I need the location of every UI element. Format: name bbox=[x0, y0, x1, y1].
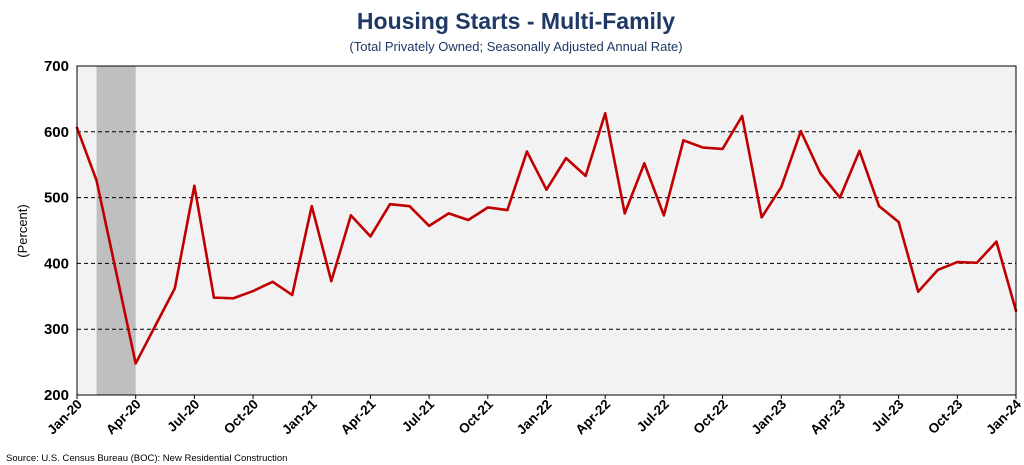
x-tick-label: Jul-23 bbox=[869, 396, 908, 435]
x-tick-label: Apr-20 bbox=[103, 397, 144, 438]
data-point bbox=[916, 290, 920, 293]
y-tick-label: 400 bbox=[44, 255, 69, 272]
recession-layer bbox=[96, 66, 136, 395]
data-point bbox=[858, 149, 861, 153]
recession-shading bbox=[96, 66, 136, 395]
y-tick-label: 600 bbox=[44, 124, 69, 141]
data-point bbox=[330, 279, 333, 283]
data-point bbox=[721, 147, 724, 151]
x-tick-label: Apr-21 bbox=[338, 396, 379, 437]
y-tick-label: 500 bbox=[44, 190, 69, 207]
x-tick-label: Oct-23 bbox=[925, 396, 966, 437]
y-axis-label: (Percent) bbox=[15, 204, 30, 257]
data-point bbox=[760, 216, 763, 219]
data-point bbox=[290, 293, 294, 297]
data-point bbox=[877, 204, 881, 208]
data-point bbox=[95, 179, 98, 182]
data-point bbox=[173, 287, 177, 290]
y-axis: 200 300 400 500 600 700 bbox=[44, 58, 69, 404]
data-point bbox=[623, 212, 626, 215]
chart-subtitle: (Total Privately Owned; Seasonally Adjus… bbox=[349, 39, 682, 54]
data-point bbox=[975, 261, 979, 264]
data-point bbox=[799, 129, 803, 133]
data-point bbox=[388, 202, 392, 206]
source-note: Source: U.S. Census Bureau (BOC): New Re… bbox=[6, 453, 287, 464]
plot-border bbox=[76, 65, 1017, 396]
data-point bbox=[564, 156, 568, 160]
data-point bbox=[486, 206, 490, 209]
x-tick-label: Apr-23 bbox=[807, 396, 848, 437]
data-point bbox=[956, 260, 959, 264]
x-tick-label: Jan-23 bbox=[749, 396, 790, 437]
data-point bbox=[467, 218, 470, 222]
data-point bbox=[838, 196, 842, 199]
data-point bbox=[134, 362, 137, 365]
data-point bbox=[662, 214, 666, 217]
data-point bbox=[349, 214, 353, 217]
y-tick-label: 300 bbox=[44, 321, 69, 338]
data-point bbox=[936, 268, 939, 272]
data-point bbox=[369, 235, 372, 238]
data-point bbox=[701, 146, 705, 149]
data-point bbox=[995, 240, 998, 243]
x-tick-label: Jan-21 bbox=[279, 396, 320, 437]
data-point bbox=[427, 224, 431, 228]
x-tick-label: Jan-22 bbox=[514, 397, 555, 438]
data-point bbox=[212, 296, 216, 299]
data-point bbox=[271, 280, 274, 284]
y-tick-label: 200 bbox=[44, 387, 69, 404]
x-tick-label: Jul-20 bbox=[164, 397, 202, 435]
series-layer bbox=[75, 112, 1018, 365]
x-tick-label: Jul-22 bbox=[634, 397, 672, 435]
data-point bbox=[603, 112, 607, 115]
y-tick-label: 700 bbox=[44, 58, 69, 75]
data-point bbox=[780, 185, 783, 189]
data-point bbox=[584, 174, 587, 178]
grid-layer bbox=[77, 131, 1016, 330]
data-point bbox=[897, 220, 900, 224]
data-point bbox=[232, 297, 235, 300]
data-point bbox=[545, 188, 548, 191]
x-axis: Jan-20 Apr-20 Jul-20 Oct-20 Jan-21 Apr-21 Jul-… bbox=[44, 395, 1024, 437]
data-point bbox=[310, 204, 313, 208]
data-point bbox=[740, 114, 744, 118]
data-point bbox=[408, 204, 411, 208]
chart-title: Housing Starts - Multi-Family bbox=[357, 8, 675, 34]
x-tick-label: Oct-21 bbox=[456, 396, 497, 437]
data-point bbox=[682, 139, 685, 142]
data-point bbox=[506, 208, 509, 212]
data-point bbox=[154, 324, 157, 328]
data-point bbox=[819, 172, 822, 175]
data-point bbox=[114, 270, 118, 274]
plot-area bbox=[76, 65, 1017, 396]
data-point bbox=[193, 184, 196, 187]
data-point bbox=[643, 162, 646, 165]
data-point bbox=[525, 150, 529, 153]
x-tick-label: Jan-24 bbox=[983, 396, 1024, 437]
data-point bbox=[447, 212, 450, 215]
x-tick-label: Apr-22 bbox=[572, 397, 613, 438]
x-tick-label: Oct-22 bbox=[690, 397, 730, 437]
x-tick-label: Oct-20 bbox=[221, 397, 261, 437]
data-point bbox=[251, 289, 255, 293]
x-tick-label: Jul-21 bbox=[399, 396, 438, 435]
